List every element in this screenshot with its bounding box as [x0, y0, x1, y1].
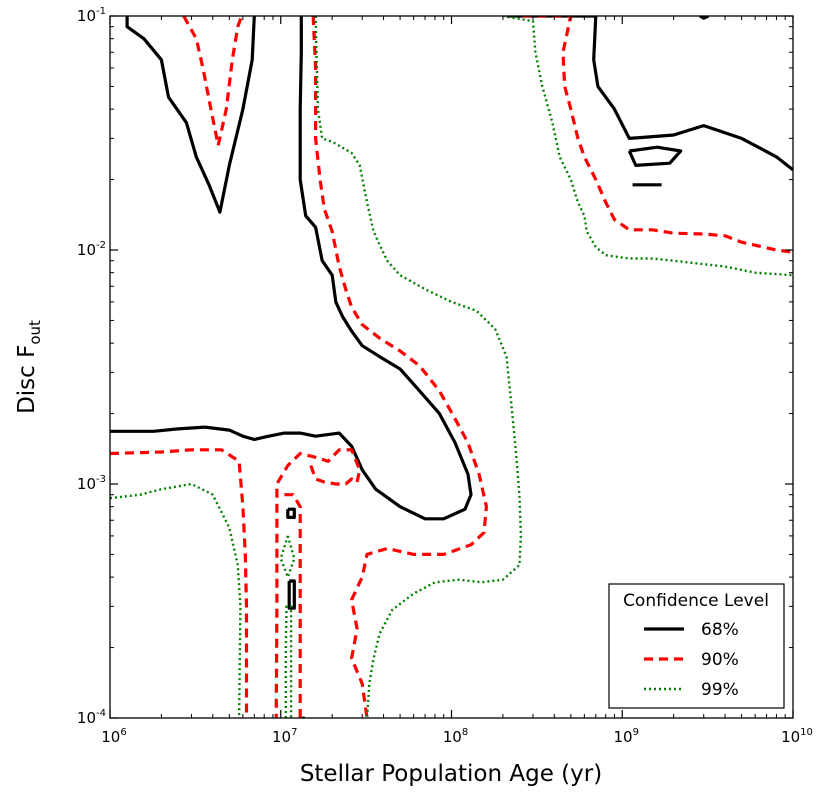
- contour-68-path-5: [287, 579, 296, 610]
- y-tick-label: 10-3: [77, 474, 106, 493]
- legend-label-99: 99%: [701, 680, 739, 700]
- tick-labels: 106 107 108 109 1010 10-4 10-3 10-2 10-1: [77, 6, 813, 746]
- y-tick-label: 10-4: [77, 708, 106, 727]
- contour-90-path-5: [284, 493, 302, 718]
- contour-lines: [110, 16, 793, 718]
- y-tick-label: 10-1: [77, 6, 106, 25]
- contour-90-path-2: [311, 16, 488, 718]
- contour-68-path-3: [506, 16, 793, 172]
- contour-99-path-1: [314, 16, 523, 718]
- legend-label-90: 90%: [701, 650, 739, 670]
- contour-90-path-7: [522, 16, 793, 254]
- contour-90-path-4: [274, 448, 362, 718]
- contour-68-path-8: [249, 716, 253, 718]
- contour-99-path-5: [502, 16, 793, 277]
- contour-99-path-3: [279, 535, 296, 579]
- y-axis-title-subscript: out: [26, 320, 44, 345]
- legend-title: Confidence Level: [623, 591, 769, 611]
- svg-text:Disc Fout: Disc Fout: [14, 320, 44, 414]
- x-axis-title: Stellar Population Age (yr): [300, 761, 602, 787]
- contour-90-path-3: [110, 448, 249, 718]
- contour-99-path-4: [284, 605, 293, 718]
- y-axis-title-base: Disc F: [14, 345, 40, 414]
- contour-68-path-6: [627, 145, 683, 167]
- x-tick-label: 1010: [781, 727, 813, 746]
- x-tick-label: 108: [443, 727, 468, 746]
- contour-68-path-1: [125, 16, 256, 214]
- legend-box: [608, 583, 785, 709]
- contour-99-path-2: [110, 482, 242, 718]
- contour-90-path-6: [309, 464, 358, 486]
- contour-68-path-9: [301, 716, 306, 718]
- legend-label-68: 68%: [701, 620, 739, 640]
- legend: Confidence Level 68% 90% 99%: [608, 583, 785, 709]
- contour-68-path-4: [286, 507, 296, 519]
- contour-68-path-2: [110, 16, 473, 521]
- contour-90-path-1: [182, 16, 244, 147]
- x-tick-label: 106: [101, 727, 126, 746]
- x-tick-label: 109: [614, 727, 639, 746]
- x-tick-label: 107: [272, 727, 297, 746]
- axis-ticks: [109, 15, 794, 719]
- y-tick-label: 10-2: [77, 240, 106, 259]
- y-axis-title: Disc Fout: [14, 320, 44, 414]
